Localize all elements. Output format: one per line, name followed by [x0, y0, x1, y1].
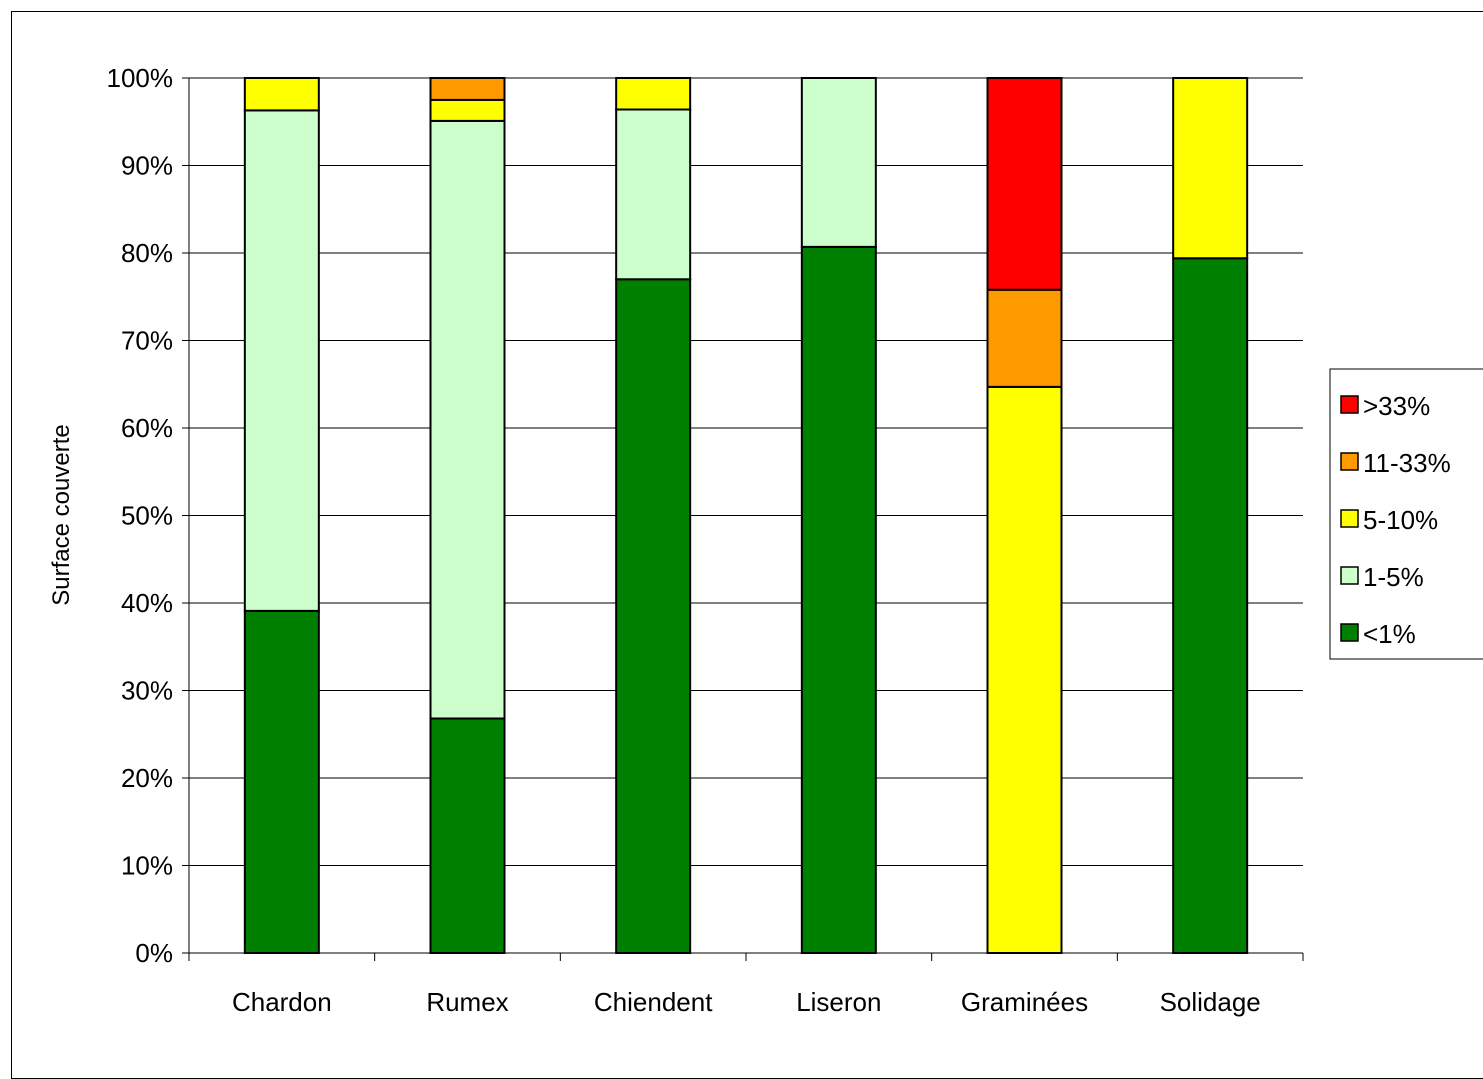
bar-segment — [243, 77, 320, 112]
x-tick-labels: Chardon Rumex Chiendent Liseron Graminées Sol… — [232, 987, 1261, 1017]
legend-label: 1-5% — [1363, 562, 1424, 592]
y-tick-label: 100% — [107, 63, 174, 93]
x-tick-label: Chardon — [232, 987, 332, 1017]
x-tick-label: Solidage — [1160, 987, 1261, 1017]
x-tick-label: Liseron — [796, 987, 881, 1017]
bar-segment — [1172, 77, 1249, 260]
y-tick-label: 40% — [121, 588, 173, 618]
y-tick-label: 80% — [121, 238, 173, 268]
bar-segment — [429, 98, 506, 122]
gridlines — [182, 77, 1303, 954]
y-tick-label: 30% — [121, 676, 173, 706]
y-tick-label: 20% — [121, 763, 173, 793]
x-tick-label: Graminées — [961, 987, 1088, 1017]
legend-swatch — [1340, 623, 1359, 642]
legend-swatch — [1340, 566, 1359, 585]
bar-segment — [1172, 257, 1249, 954]
bar-segment — [243, 609, 320, 954]
bar-segment — [429, 77, 506, 101]
y-tick-label: 0% — [135, 938, 173, 968]
y-tick-label: 10% — [121, 851, 173, 881]
bar-segment — [615, 108, 692, 281]
bar-segment — [986, 77, 1063, 291]
bars — [243, 77, 1249, 954]
bar-segment — [615, 278, 692, 954]
bar-segment — [615, 77, 692, 111]
legend-label: 5-10% — [1363, 505, 1438, 535]
y-axis-title: Surface couverte — [48, 424, 75, 605]
y-tick-label: 70% — [121, 326, 173, 356]
bar-segment — [243, 109, 320, 612]
x-tick-label: Chiendent — [594, 987, 713, 1017]
bar-segment — [986, 288, 1063, 388]
axes — [188, 78, 1304, 961]
bar-segment — [429, 119, 506, 720]
bar-segment — [800, 245, 877, 954]
legend-label: >33% — [1363, 391, 1430, 421]
legend-swatch — [1340, 509, 1359, 528]
legend-label: 11-33% — [1363, 448, 1451, 478]
legend-swatch — [1340, 395, 1359, 414]
y-tick-label: 60% — [121, 413, 173, 443]
bar-segment — [800, 77, 877, 248]
legend-swatch — [1340, 452, 1359, 471]
legend-label: <1% — [1363, 619, 1416, 649]
bar-segment — [429, 717, 506, 954]
y-tick-label: 50% — [121, 501, 173, 531]
bar-segment — [986, 385, 1063, 954]
legend: >33% 11-33% 5-10% 1-5% <1% — [1329, 368, 1483, 660]
y-tick-label: 90% — [121, 151, 173, 181]
y-tick-labels: 0% 10% 20% 30% 40% 50% 60% 70% 80% 90% 100% — [107, 63, 174, 968]
x-tick-label: Rumex — [426, 987, 508, 1017]
